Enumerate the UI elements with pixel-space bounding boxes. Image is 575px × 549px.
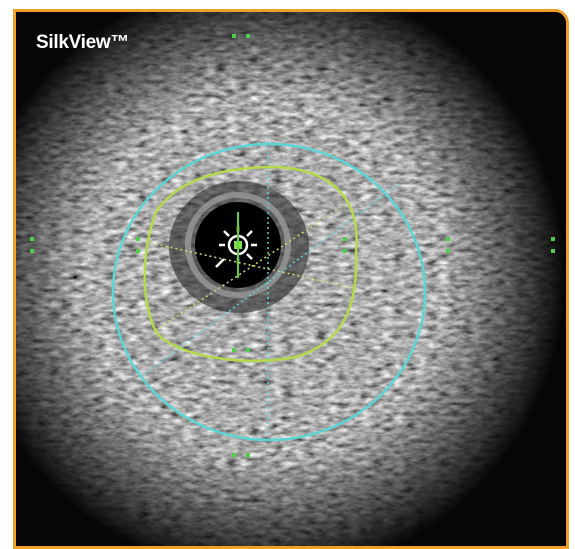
title: SilkView™ — [36, 32, 129, 54]
ultrasound-frame: SilkView™ — [13, 9, 569, 549]
ultrasound-image — [16, 12, 569, 549]
page: SilkView™ (() => { const data = JSON.par… — [0, 0, 575, 529]
